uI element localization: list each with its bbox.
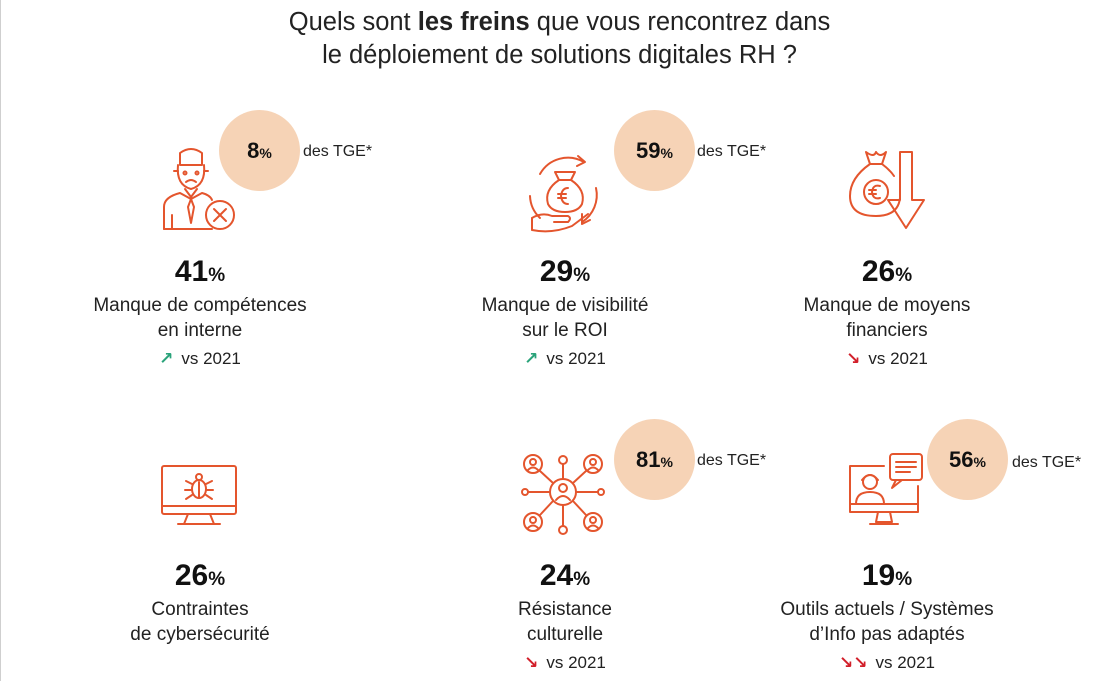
stat-label: Contraintes de cybersécurité bbox=[130, 599, 270, 645]
tge-label: des TGE* bbox=[1012, 454, 1082, 471]
money-cycle-icon bbox=[522, 152, 608, 234]
page-edge bbox=[0, 0, 1, 681]
trend-indicator: ↘↘ vs 2021 bbox=[838, 653, 936, 672]
tge-bubble: 8% bbox=[219, 110, 300, 191]
stat-value: 26% bbox=[861, 255, 913, 288]
stat-value: 19% bbox=[861, 559, 913, 592]
stat-value: 41% bbox=[174, 255, 226, 288]
trend-down-icon: ↘↘ bbox=[838, 653, 868, 672]
stat-card-resistance: 24% Résistance culturelle ↘ vs 2021 bbox=[405, 560, 725, 674]
stat-label: Manque de visibilité sur le ROI bbox=[481, 295, 649, 341]
trend-down-icon: ↘ bbox=[846, 349, 861, 368]
tge-bubble: 59% bbox=[614, 110, 695, 191]
person-cross-icon bbox=[158, 145, 240, 233]
stat-value: 29% bbox=[539, 255, 591, 288]
network-people-icon bbox=[521, 452, 605, 536]
trend-indicator: ↘ vs 2021 bbox=[524, 653, 606, 672]
stat-card-cybersecurite: 26% Contraintes de cybersécurité bbox=[40, 560, 360, 647]
stat-card-competences: 41% Manque de compétences en interne ↗ vs … bbox=[40, 256, 360, 370]
tge-bubble: 81% bbox=[614, 419, 695, 500]
stat-card-roi: 29% Manque de visibilité sur le ROI ↗ vs 2… bbox=[405, 256, 725, 370]
stat-label: Manque de compétences en interne bbox=[93, 295, 307, 341]
stat-label: Manque de moyens financiers bbox=[803, 295, 971, 341]
stat-value: 24% bbox=[539, 559, 591, 592]
user-screen-chat-icon bbox=[846, 452, 930, 532]
stat-value: 26% bbox=[174, 559, 226, 592]
tge-label: des TGE* bbox=[697, 143, 767, 160]
money-bag-down-icon bbox=[846, 148, 930, 232]
stat-label: Résistance culturelle bbox=[518, 599, 612, 645]
trend-indicator: ↗ vs 2021 bbox=[524, 349, 606, 368]
page-title: Quels sont les freins que vous rencontre… bbox=[288, 8, 831, 69]
tge-bubble: 56% bbox=[927, 419, 1008, 500]
trend-down-icon: ↘ bbox=[524, 653, 539, 672]
tge-label: des TGE* bbox=[303, 143, 373, 160]
trend-indicator: ↘ vs 2021 bbox=[846, 349, 928, 368]
trend-up-icon: ↗ bbox=[159, 349, 174, 368]
tge-label: des TGE* bbox=[697, 452, 767, 469]
stat-card-moyens: 26% Manque de moyens financiers ↘ vs 2021 bbox=[727, 256, 1047, 370]
trend-indicator: ↗ vs 2021 bbox=[159, 349, 241, 368]
trend-up-icon: ↗ bbox=[524, 349, 539, 368]
stat-card-outils: 19% Outils actuels / Systèmes d’Info pas … bbox=[727, 560, 1047, 674]
monitor-bug-icon bbox=[158, 462, 240, 528]
stat-label: Outils actuels / Systèmes d’Info pas adap… bbox=[780, 599, 994, 645]
